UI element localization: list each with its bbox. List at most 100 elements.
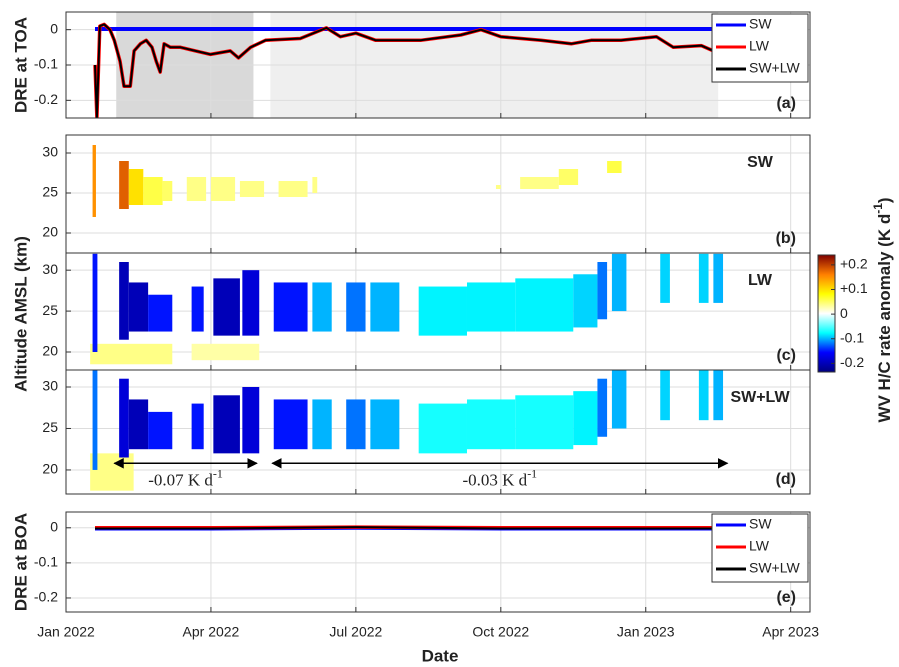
heat-block xyxy=(346,282,366,332)
y-tick-label: -0.1 xyxy=(34,554,58,570)
heat-block xyxy=(143,177,163,205)
heat-block xyxy=(162,181,173,201)
panel-label: (b) xyxy=(776,230,796,247)
y-tick-label: 0 xyxy=(50,20,58,36)
panel-label: (d) xyxy=(776,471,796,488)
legend-label: SW+LW xyxy=(749,560,800,576)
heat-block xyxy=(515,395,574,450)
heat-block xyxy=(191,286,204,332)
heat-block xyxy=(573,391,598,446)
colorbar-tick-label: +0.2 xyxy=(840,256,868,272)
legend-label: LW xyxy=(749,38,770,54)
y-tick-label: 25 xyxy=(42,302,58,318)
heat-block xyxy=(191,403,204,450)
heat-block xyxy=(148,411,173,450)
annotation-text: -0.07 K d xyxy=(148,470,213,489)
heat-block xyxy=(312,282,332,332)
heat-block xyxy=(119,378,129,458)
colorbar xyxy=(817,254,836,373)
y-tick-label: 25 xyxy=(42,184,58,200)
heat-block xyxy=(660,253,670,303)
heat-block xyxy=(213,278,240,336)
heat-block xyxy=(370,399,400,450)
heat-block xyxy=(148,294,173,332)
legend-label: SW xyxy=(749,516,772,532)
panel xyxy=(66,370,810,494)
panel-frame xyxy=(65,369,811,495)
heat-block xyxy=(273,282,308,332)
panel-frame xyxy=(65,11,811,119)
x-tick-label: Jul 2022 xyxy=(329,624,382,640)
colorbar-label-text: WV H/C rate anomaly (K d xyxy=(875,214,894,423)
annotation-sup: -1 xyxy=(213,466,223,480)
heat-block xyxy=(92,370,98,470)
x-axis-label: Date xyxy=(422,646,459,665)
heat-block xyxy=(520,177,559,189)
heat-block xyxy=(466,399,516,450)
heat-block xyxy=(346,399,366,450)
heat-block xyxy=(210,177,236,201)
panel xyxy=(66,512,810,612)
heat-block xyxy=(278,181,308,197)
colorbar-tick-label: -0.1 xyxy=(840,329,864,345)
y-tick-label: 30 xyxy=(42,261,58,277)
heat-block xyxy=(273,399,308,450)
heat-block xyxy=(213,395,240,454)
heat-block xyxy=(92,253,98,352)
y-tick-label: -0.1 xyxy=(34,56,58,72)
heat-block xyxy=(558,169,579,185)
panel-title: SW xyxy=(747,154,774,171)
panel-title: SW+LW xyxy=(730,389,790,406)
line-series xyxy=(94,23,719,118)
heat-block xyxy=(607,161,622,173)
heat-block xyxy=(597,262,608,320)
y-tick-label: 0 xyxy=(50,518,58,534)
panel-label: (c) xyxy=(776,347,796,364)
heat-block xyxy=(370,282,400,332)
y-axis-label: DRE at TOA xyxy=(11,17,30,113)
colorbar-label-sup: -1 xyxy=(871,203,885,214)
heat-block xyxy=(312,177,318,193)
panel-frame xyxy=(65,511,811,613)
heat-block xyxy=(597,378,608,437)
line-series xyxy=(95,526,719,530)
heat-block xyxy=(90,343,173,365)
heat-block xyxy=(119,262,129,340)
heat-block xyxy=(611,253,627,312)
colorbar-tick-label: 0 xyxy=(840,305,848,321)
y-tick-label: 25 xyxy=(42,419,58,435)
y-axis-label: DRE at BOA xyxy=(11,513,30,611)
heat-block xyxy=(191,343,260,361)
colorbar-tick-label: +0.1 xyxy=(840,280,868,296)
heat-block xyxy=(611,370,627,429)
heat-block xyxy=(713,370,724,421)
heat-block xyxy=(239,181,265,197)
legend-label: SW xyxy=(749,16,772,32)
heat-block xyxy=(128,399,149,450)
heat-block xyxy=(466,282,516,332)
heat-block xyxy=(92,145,96,217)
altitude-label: Altitude AMSL (km) xyxy=(11,236,30,392)
heat-block xyxy=(119,161,129,209)
y-tick-label: 20 xyxy=(42,461,58,477)
y-tick-label: 20 xyxy=(42,343,58,359)
panel-label: (a) xyxy=(776,95,796,112)
y-tick-label: 30 xyxy=(42,144,58,160)
x-tick-label: Jan 2023 xyxy=(617,624,675,640)
x-tick-label: Jan 2022 xyxy=(37,624,95,640)
legend-label: SW+LW xyxy=(749,60,800,76)
annotation-sup: -1 xyxy=(527,466,537,480)
heat-block xyxy=(713,253,724,303)
colorbar-label: WV H/C rate anomaly (K d-1) xyxy=(871,197,894,422)
y-tick-label: -0.2 xyxy=(34,91,58,107)
x-tick-label: Apr 2023 xyxy=(762,624,819,640)
heat-block xyxy=(128,282,149,332)
heat-block xyxy=(495,185,501,189)
heat-block xyxy=(515,278,574,332)
heat-block xyxy=(418,403,467,454)
heat-block xyxy=(242,387,260,454)
panel xyxy=(66,135,810,253)
heat-block xyxy=(698,253,709,303)
heat-block xyxy=(573,274,598,328)
